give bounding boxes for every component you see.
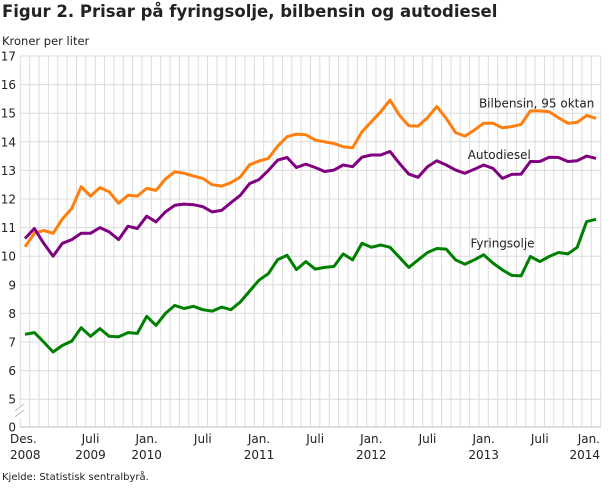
y-tick-label: 11 <box>1 221 16 235</box>
x-tick-label: Jan. <box>359 432 382 446</box>
series-label: Autodiesel <box>468 148 531 162</box>
y-tick-label: 12 <box>1 193 16 207</box>
y-tick-label: 6 <box>8 364 16 378</box>
x-tick-year: 2010 <box>131 448 162 462</box>
x-tick-year: 2012 <box>356 448 387 462</box>
y-tick-label: 0 <box>8 421 16 435</box>
y-axis-label: Kroner per liter <box>2 34 90 48</box>
y-tick-label: 7 <box>8 336 16 350</box>
y-tick-label: 10 <box>1 250 16 264</box>
x-tick-label: Des. <box>10 432 37 446</box>
series-line-fyringsolje <box>24 217 597 354</box>
series-label: Bilbensin, 95 oktan <box>479 96 594 110</box>
x-tick-label: Juli <box>193 432 212 446</box>
x-tick-year: 2008 <box>10 448 41 462</box>
axis-break-mark <box>14 409 25 418</box>
x-tick-label: Juli <box>418 432 437 446</box>
y-tick-label: 8 <box>8 307 16 321</box>
series-label: Fyringsolje <box>471 237 535 251</box>
x-tick-year: 2014 <box>569 448 600 462</box>
series-line-autodiesel <box>23 150 597 258</box>
y-tick-label: 17 <box>1 50 16 64</box>
chart-title: Figur 2. Prisar på fyringsolje, bilbensi… <box>2 2 498 21</box>
y-tick-label: 16 <box>1 78 16 92</box>
x-tick-label: Juli <box>530 432 549 446</box>
y-tick-label: 13 <box>1 164 16 178</box>
y-tick-label: 5 <box>8 393 16 407</box>
x-tick-label: Jan. <box>135 432 158 446</box>
y-tick-label: 9 <box>8 278 16 292</box>
source-note: Kjelde: Statistisk sentralbyrå. <box>2 472 149 483</box>
x-tick-label: Jan. <box>577 432 600 446</box>
x-tick-year: 2009 <box>75 448 106 462</box>
y-tick-label: 15 <box>1 107 16 121</box>
series-line-bilbensin-95-oktan <box>23 98 597 248</box>
x-tick-label: Jan. <box>471 432 494 446</box>
x-tick-label: Jan. <box>247 432 270 446</box>
y-tick-label: 14 <box>1 135 16 149</box>
x-tick-year: 2011 <box>244 448 275 462</box>
x-tick-year: 2013 <box>468 448 499 462</box>
x-tick-label: Juli <box>81 432 100 446</box>
x-tick-label: Juli <box>305 432 324 446</box>
axis-break-mark <box>14 403 25 412</box>
